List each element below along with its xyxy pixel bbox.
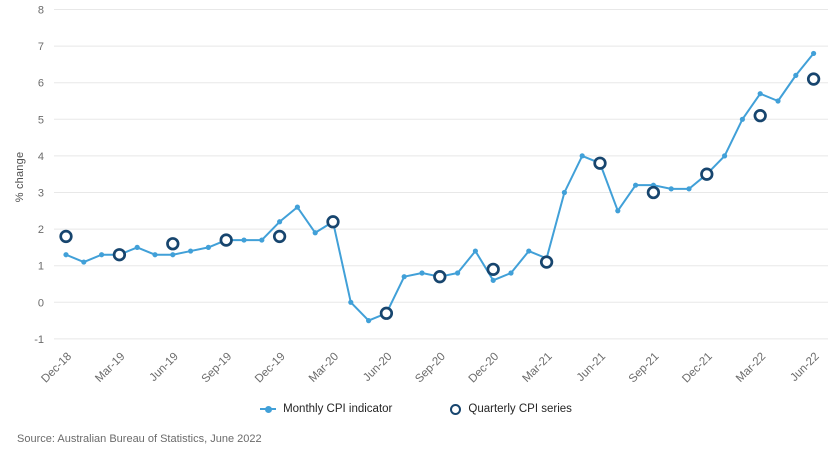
y-tick-label: 7	[38, 41, 44, 53]
monthly-dot-icon	[265, 405, 273, 413]
quarterly-data-point	[433, 270, 447, 284]
monthly-data-point	[348, 299, 354, 305]
monthly-data-point	[508, 270, 514, 276]
monthly-data-point	[241, 237, 247, 243]
x-tick-label: Mar-19	[93, 351, 127, 385]
x-tick-label: Dec-21	[680, 351, 715, 386]
monthly-data-point	[401, 274, 407, 280]
quarterly-data-point	[326, 215, 340, 229]
monthly-data-point	[686, 186, 692, 192]
monthly-data-point	[455, 270, 461, 276]
monthly-data-point	[170, 252, 176, 258]
x-tick-label: Sep-21	[627, 351, 662, 386]
monthly-line-marker-icon	[260, 405, 277, 413]
monthly-data-point	[134, 244, 140, 250]
x-tick-label: Jun-21	[575, 351, 608, 384]
y-tick-label: 2	[38, 224, 44, 236]
quarterly-data-point	[806, 72, 821, 86]
monthly-data-point	[152, 252, 158, 258]
monthly-data-point	[188, 248, 194, 254]
y-tick-label: 1	[38, 261, 44, 273]
monthly-data-point	[81, 259, 87, 265]
source-note: Source: Australian Bureau of Statistics,…	[17, 433, 262, 445]
monthly-data-point	[63, 252, 69, 258]
monthly-data-point	[490, 277, 496, 283]
x-tick-label: Dec-19	[253, 351, 288, 386]
y-tick-label: 0	[38, 297, 44, 309]
quarterly-data-point	[112, 248, 127, 262]
y-tick-label: -1	[34, 334, 44, 346]
y-tick-label: 4	[38, 151, 44, 163]
monthly-data-point	[615, 208, 621, 214]
quarterly-data-point	[593, 156, 607, 170]
monthly-data-point	[419, 270, 425, 276]
legend-label-quarterly: Quarterly CPI series	[468, 403, 572, 415]
monthly-data-point	[526, 248, 532, 254]
x-tick-label: Sep-19	[200, 351, 235, 386]
monthly-data-point	[205, 244, 211, 250]
x-tick-label: Jun-20	[361, 351, 394, 384]
x-tick-label: Jun-19	[148, 351, 181, 384]
x-tick-label: Mar-22	[734, 351, 768, 385]
y-axis-title: % change	[14, 151, 26, 203]
monthly-data-point	[277, 219, 283, 225]
x-tick-label: Jun-22	[788, 351, 821, 384]
legend-item-quarterly[interactable]: Quarterly CPI series	[450, 403, 572, 415]
quarterly-ring-marker-icon	[450, 403, 462, 415]
x-tick-label: Mar-20	[307, 351, 341, 385]
monthly-data-point	[259, 237, 265, 243]
monthly-data-point	[472, 248, 478, 254]
monthly-data-point	[561, 189, 568, 196]
quarterly-data-point	[379, 306, 394, 320]
quarterly-data-point	[700, 167, 714, 181]
y-tick-label: 3	[38, 188, 44, 200]
quarterly-data-point	[753, 108, 767, 123]
monthly-data-point	[793, 72, 799, 78]
monthly-data-point	[633, 182, 639, 188]
cpi-line-chart: 8 7 6 5 4 3 2 1 0 -1 Dec-18 Mar-19 Jun-19 Sep-19 Dec-1…	[34, 5, 828, 386]
legend-label-monthly: Monthly CPI indicator	[283, 403, 393, 415]
x-tick-label: Dec-20	[467, 351, 502, 386]
legend-item-monthly[interactable]: Monthly CPI indicator	[260, 403, 392, 415]
monthly-data-point	[99, 252, 105, 258]
quarterly-data-point	[486, 262, 500, 277]
monthly-data-point	[366, 318, 372, 324]
chart-legend: Monthly CPI indicator Quarterly CPI seri…	[0, 403, 832, 415]
quarterly-data-point	[646, 185, 661, 200]
y-tick-label: 5	[38, 114, 44, 126]
x-tick-label: Sep-20	[413, 351, 448, 386]
y-tick-label: 6	[38, 78, 44, 90]
quarterly-data-point	[59, 229, 73, 244]
monthly-data-point	[722, 153, 728, 159]
monthly-data-point	[775, 98, 781, 104]
monthly-data-point	[294, 204, 300, 210]
monthly-data-point	[739, 116, 746, 122]
monthly-data-point	[811, 50, 817, 57]
x-tick-label: Dec-18	[39, 351, 74, 386]
quarterly-data-point	[219, 233, 233, 247]
quarterly-data-point	[166, 237, 180, 251]
y-tick-label: 8	[38, 5, 44, 17]
monthly-data-point	[668, 186, 674, 192]
x-tick-label: Mar-21	[520, 351, 554, 385]
quarterly-data-point	[539, 255, 554, 269]
monthly-data-point	[579, 153, 585, 159]
monthly-data-point	[312, 230, 318, 236]
quarterly-data-point	[272, 229, 287, 244]
monthly-data-point	[757, 91, 763, 97]
